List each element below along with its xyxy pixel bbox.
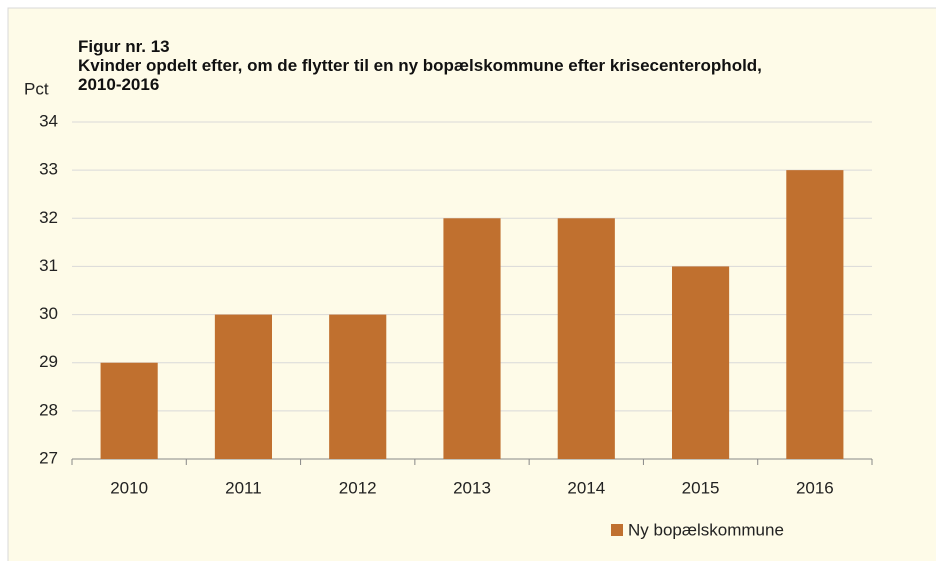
chart-subtitle: Kvinder opdelt efter, om de flytter til …	[78, 56, 762, 94]
bar	[100, 362, 158, 459]
bar	[443, 218, 501, 459]
y-tick-label: 32	[39, 208, 58, 227]
y-tick-label: 27	[39, 448, 58, 467]
x-tick-label: 2015	[682, 478, 720, 497]
x-tick-label: 2011	[225, 478, 262, 497]
bar	[214, 314, 272, 459]
x-tick-label: 2013	[453, 478, 491, 497]
y-tick-label: 34	[39, 111, 58, 130]
bar	[672, 266, 730, 459]
x-tick-label: 2010	[110, 478, 148, 497]
bar	[786, 170, 844, 459]
chart-title: Figur nr. 13	[78, 37, 170, 56]
y-tick-label: 28	[39, 400, 58, 419]
x-tick-label: 2012	[339, 478, 377, 497]
legend-swatch	[611, 524, 623, 536]
x-tick-label: 2014	[567, 478, 605, 497]
y-axis-label: Pct	[24, 79, 49, 98]
bar	[557, 218, 615, 459]
y-tick-label: 29	[39, 352, 58, 371]
legend-label: Ny bopælskommune	[628, 520, 784, 539]
bar	[329, 314, 387, 459]
y-tick-label: 31	[39, 256, 58, 275]
y-tick-label: 30	[39, 304, 58, 323]
x-tick-label: 2016	[796, 478, 834, 497]
y-tick-label: 33	[39, 160, 58, 179]
